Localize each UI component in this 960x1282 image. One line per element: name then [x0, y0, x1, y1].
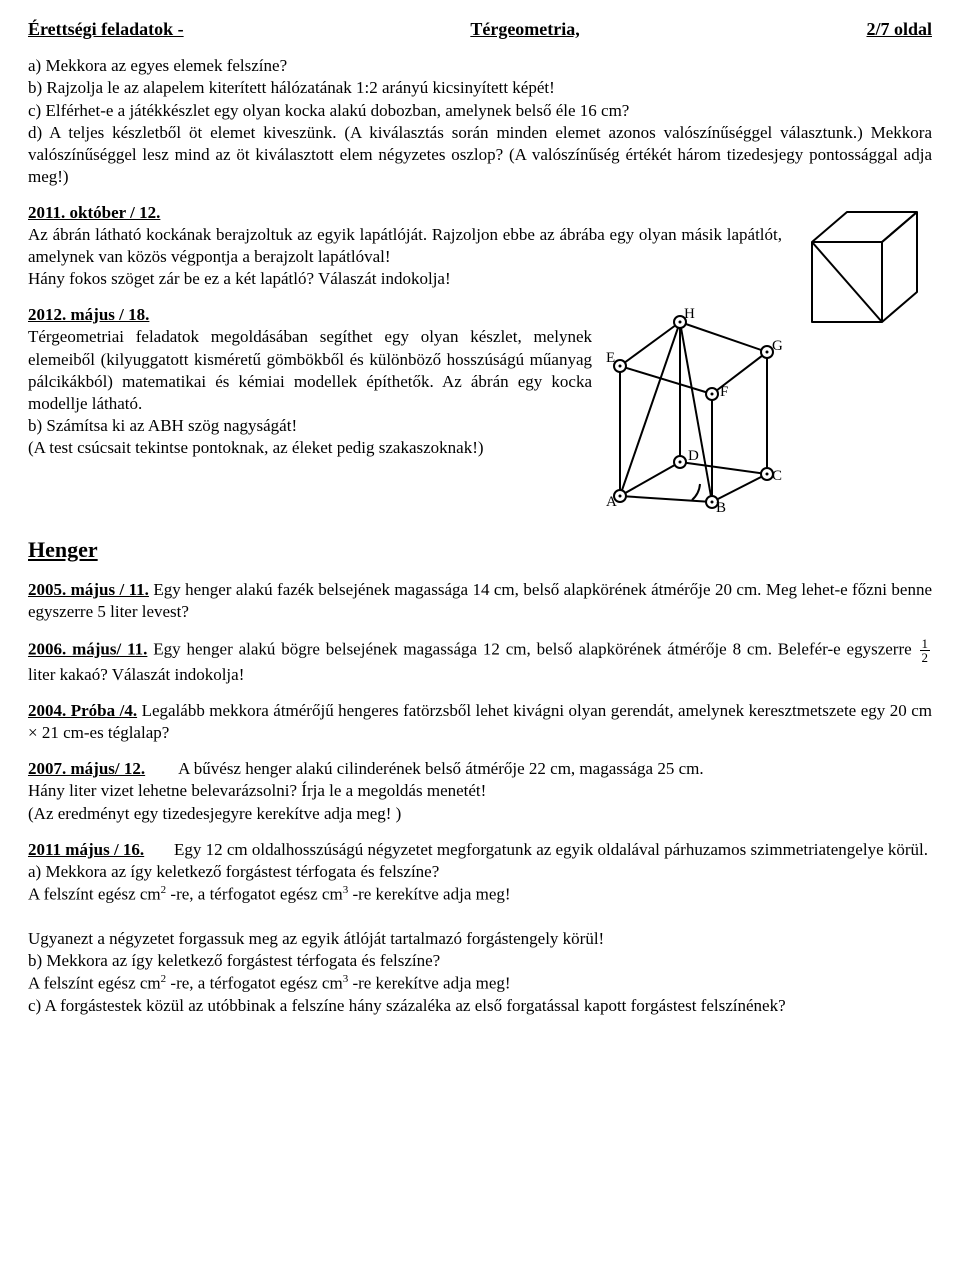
- task-b: b) Mekkora az így keletkező forgástest t…: [28, 951, 440, 970]
- task-post: liter kakaó? Válaszát indokolja!: [28, 665, 244, 684]
- task-2007: 2007. május/ 12. A bűvész henger alakú c…: [28, 758, 932, 824]
- task-text-b: b) Számítsa ki az ABH szög nagyságát!: [28, 416, 297, 435]
- task-2006: 2006. május/ 11. Egy henger alakú bögre …: [28, 637, 932, 686]
- task-date: 2011 május / 16.: [28, 840, 144, 859]
- task-pre: Egy henger alakú bögre belsejének magass…: [147, 640, 917, 659]
- task-date: 2004. Próba /4.: [28, 701, 137, 720]
- task-a2-post: -re kerekítve adja meg!: [348, 885, 510, 904]
- intro-block: a) Mekkora az egyes elemek felszíne? b) …: [28, 55, 932, 188]
- task-gap: Ugyanezt a négyzetet forgassuk meg az eg…: [28, 929, 604, 948]
- task-date: 2011. október / 12.: [28, 203, 160, 222]
- task-2011-majus: 2011 május / 16. Egy 12 cm oldalhosszúsá…: [28, 839, 932, 1017]
- cube-diagonal-figure: [792, 202, 932, 332]
- section-henger: Henger: [28, 536, 932, 565]
- task-text: Egy henger alakú fazék belsejének magass…: [28, 580, 932, 621]
- label-B: B: [716, 500, 726, 514]
- label-C: C: [772, 468, 782, 484]
- page-header: Érettségi feladatok - Térgeometria, 2/7 …: [28, 18, 932, 41]
- task-lead: Egy 12 cm oldalhosszúságú négyzetet megf…: [144, 840, 928, 859]
- task-a: a) Mekkora az így keletkező forgástest t…: [28, 862, 439, 881]
- task-l3: (Az eredményt egy tizedesjegyre kerekítv…: [28, 804, 401, 823]
- task-a2-mid: -re, a térfogatot egész cm: [166, 885, 343, 904]
- label-E: E: [606, 350, 615, 366]
- task-text-2: Hány fokos szöget zár be ez a két lapátl…: [28, 269, 451, 288]
- intro-c: c) Elférhet-e a játékkészlet egy olyan k…: [28, 101, 629, 120]
- label-D: D: [688, 448, 699, 464]
- task-2005: 2005. május / 11. Egy henger alakú fazék…: [28, 579, 932, 623]
- task-2004: 2004. Próba /4. Legalább mekkora átmérőj…: [28, 700, 932, 744]
- label-H: H: [684, 306, 695, 322]
- task-date: 2007. május/ 12.: [28, 759, 145, 778]
- task-l2: Hány liter vizet lehetne belevarázsolni?…: [28, 781, 486, 800]
- task-lead: A bűvész henger alakú cilinderének belső…: [145, 759, 703, 778]
- task-date: 2012. május / 18.: [28, 305, 149, 324]
- header-right: 2/7 oldal: [866, 18, 932, 41]
- label-A: A: [606, 494, 617, 510]
- task-date: 2005. május / 11.: [28, 580, 149, 599]
- header-left: Érettségi feladatok -: [28, 18, 184, 41]
- task-text-1: Az ábrán látható kockának berajzoltuk az…: [28, 225, 782, 266]
- task-b2-pre: A felszínt egész cm: [28, 974, 161, 993]
- intro-b: b) Rajzolja le az alapelem kiterített há…: [28, 78, 555, 97]
- intro-a: a) Mekkora az egyes elemek felszíne?: [28, 56, 287, 75]
- cube-model-figure: A B C D E F G H: [602, 304, 782, 514]
- task-c: c) A forgástestek közül az utóbbinak a f…: [28, 996, 786, 1015]
- intro-d: d) A teljes készletből öt elemet kiveszü…: [28, 123, 932, 186]
- task-date: 2006. május/ 11.: [28, 640, 147, 659]
- task-text: Legalább mekkora átmérőjű hengeres fatör…: [28, 701, 932, 742]
- label-G: G: [772, 338, 782, 354]
- task-b2-post: -re kerekítve adja meg!: [348, 974, 510, 993]
- task-text-note: (A test csúcsait tekintse pontoknak, az …: [28, 438, 484, 457]
- task-text-1: Térgeometriai feladatok megoldásában seg…: [28, 327, 592, 412]
- task-b2-mid: -re, a térfogatot egész cm: [166, 974, 343, 993]
- label-F: F: [720, 384, 728, 400]
- header-center: Térgeometria,: [184, 18, 867, 41]
- task-a2-pre: A felszínt egész cm: [28, 885, 161, 904]
- fraction-half: 12: [920, 637, 931, 664]
